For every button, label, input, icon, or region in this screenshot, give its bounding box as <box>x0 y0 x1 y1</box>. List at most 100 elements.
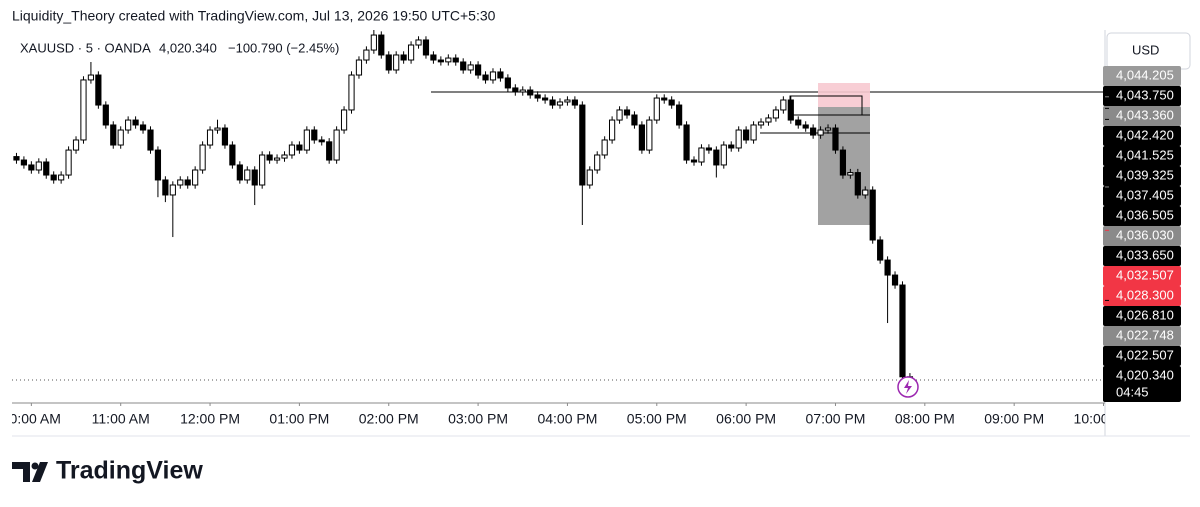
price-tag-label: 4,033.650 <box>1116 247 1174 262</box>
candle-body <box>251 169 258 186</box>
candle-body <box>378 34 385 56</box>
price-scale: 4,044.205 4,043.750 4,043.360 4,042.420 4,04… <box>1103 66 1181 402</box>
x-tick-label: 10:00 PM <box>1074 411 1134 427</box>
x-tick-label: 05:00 PM <box>627 411 687 427</box>
price-tag <box>1103 326 1181 346</box>
candle-body <box>415 39 422 46</box>
candle-body <box>95 74 102 106</box>
candle-body <box>199 144 206 171</box>
price-tag <box>1103 186 1181 206</box>
candle-body <box>296 144 303 151</box>
alert-bolt <box>904 380 912 394</box>
change: −100.790 (−2.45%) <box>228 40 339 55</box>
candle-body <box>20 159 28 166</box>
candle-body <box>400 54 407 61</box>
candle-body <box>713 149 720 166</box>
candle-body <box>839 149 847 176</box>
symbol: XAUUSD · 5 · OANDA <box>20 40 151 55</box>
candle-body <box>273 157 281 161</box>
price-tag-label: 4,039.325 <box>1116 167 1174 182</box>
candle-body <box>393 54 400 71</box>
candle-body <box>102 104 109 126</box>
candle-body <box>653 97 660 121</box>
candle-body <box>877 239 884 261</box>
candle-body <box>891 274 899 286</box>
candle-body <box>385 54 392 71</box>
price-tag-label: 4,022.748 <box>1116 327 1174 342</box>
candle-body <box>541 97 549 101</box>
candle-body <box>795 119 802 126</box>
candle-body <box>132 119 139 126</box>
candle-body <box>445 57 452 63</box>
candle-body <box>527 89 534 96</box>
candle-body <box>847 172 854 176</box>
candle-body <box>884 259 891 276</box>
candle-body <box>110 124 117 146</box>
candle-body <box>355 59 363 76</box>
candle-body <box>430 54 437 61</box>
price-tag-label: 4,036.505 <box>1116 207 1174 222</box>
candle-body <box>810 127 817 136</box>
candle-body <box>832 127 839 151</box>
price-tag <box>1103 166 1181 186</box>
candle-body <box>125 119 132 131</box>
candle-body <box>594 154 601 171</box>
x-tick-label: 11:00 AM <box>92 411 150 427</box>
candle-body <box>266 154 273 161</box>
candle-body <box>236 164 243 181</box>
candle-body <box>162 179 169 196</box>
candle-body <box>787 99 794 121</box>
price-tag <box>1103 266 1181 286</box>
candle-body <box>564 99 571 103</box>
candle-body <box>765 117 772 123</box>
candle-body <box>192 169 199 186</box>
logo-mark <box>12 462 30 482</box>
candle-body <box>452 57 459 63</box>
logo: TradingView <box>12 457 203 485</box>
currency: USD <box>1132 42 1159 57</box>
candle-body <box>348 74 355 111</box>
candle-body <box>757 121 765 126</box>
price-tag-label: 4,044.205 <box>1116 67 1174 82</box>
logo-mark <box>32 462 48 482</box>
candle-body <box>519 89 526 93</box>
price-tag-label: 4,026.810 <box>1116 307 1174 322</box>
candle-body <box>824 127 832 131</box>
candle-body <box>467 64 474 71</box>
candle-body <box>735 129 742 149</box>
candle-body <box>370 34 377 51</box>
candle-body <box>609 119 616 141</box>
candle-body <box>72 139 80 151</box>
x-tick-label: 08:00 PM <box>895 411 955 427</box>
candle-body <box>817 129 824 136</box>
candle-body <box>169 184 176 196</box>
price-tag <box>1103 146 1181 166</box>
candle-body <box>229 144 236 166</box>
price-tag-label: 4,037.405 <box>1116 187 1174 202</box>
candle-body <box>154 149 162 181</box>
candle-body <box>474 64 482 76</box>
candle-body <box>437 59 444 63</box>
candle-body <box>422 39 430 56</box>
candle-body <box>288 144 296 156</box>
price-tag <box>1103 246 1181 266</box>
price-tag-label: 4,022.507 <box>1116 347 1174 362</box>
price-tag-label: 4,032.507 <box>1116 267 1174 282</box>
candle-body <box>772 109 780 119</box>
plot <box>12 30 1105 383</box>
x-tick-label: 12:00 PM <box>180 411 240 427</box>
logo-mark <box>31 462 39 470</box>
price-tag <box>1103 286 1181 306</box>
candle-body <box>579 104 586 186</box>
candle-body <box>556 101 564 106</box>
price-tag-label: 4,036.030 <box>1116 227 1174 242</box>
candle-body <box>303 129 310 151</box>
x-tick-label: 06:00 PM <box>716 411 776 427</box>
candle-body <box>117 129 124 146</box>
candle-body <box>139 124 147 131</box>
candle-body <box>705 147 712 151</box>
price-tag <box>1103 206 1181 226</box>
candle-body <box>221 127 229 146</box>
candle-body <box>35 161 42 171</box>
